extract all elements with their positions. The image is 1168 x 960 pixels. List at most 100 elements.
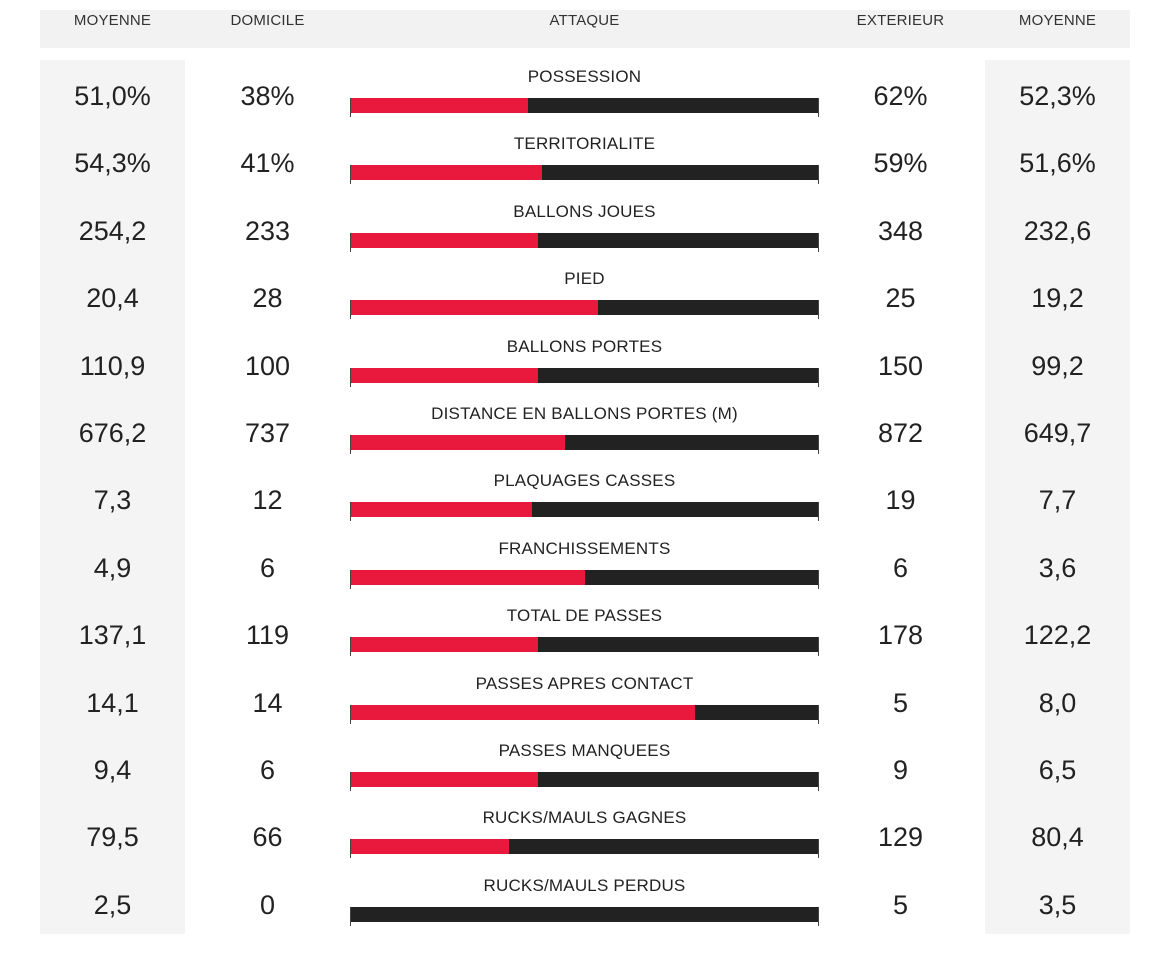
home-share-fill: [351, 300, 598, 316]
stat-home-value: 119: [245, 620, 290, 651]
bar-left-edge: [350, 772, 351, 791]
bar-right-edge: [818, 502, 819, 522]
bar-right-edge: [818, 232, 819, 252]
stat-away-value: 62%: [873, 81, 928, 111]
stat-avg-home-value: 54,3%: [74, 148, 151, 179]
stat-avg-home-value: 7,3: [93, 485, 132, 516]
comparison-bar: [351, 637, 818, 653]
stat-home-value: 14: [252, 687, 283, 718]
avg-away-column: [985, 60, 1130, 934]
stat-avg-away-value: 51,6%: [1019, 148, 1096, 179]
stat-avg-home-value: 4,9: [93, 552, 132, 583]
header-avg-home: MOYENNE: [73, 12, 152, 29]
bar-left-edge: [350, 569, 351, 589]
stat-away-value: 25: [885, 283, 916, 314]
comparison-bar: [351, 300, 818, 316]
stat-away-value: 5: [892, 889, 909, 920]
stat-home-value: 28: [252, 283, 283, 314]
stat-avg-away-value: 8,0: [1038, 687, 1077, 718]
stat-avg-away-value: 52,3%: [1019, 81, 1096, 111]
stat-home-value: 6: [259, 755, 276, 785]
comparison-bar: [351, 502, 818, 518]
bar-right-edge: [818, 704, 819, 724]
stat-away-value: 5: [892, 687, 909, 718]
home-share-fill: [351, 435, 565, 450]
stat-avg-home-value: 51,0%: [74, 81, 151, 111]
stat-label: FRANCHISSEMENTS: [498, 538, 671, 558]
bar-right-edge: [818, 435, 819, 454]
comparison-bar: [351, 704, 818, 720]
comparison-bar: [351, 98, 818, 113]
stat-label: RUCKS/MAULS GAGNES: [482, 808, 687, 828]
stat-row: 79,5 66 129 80,4 RUCKS/MAULS GAGNES: [0, 803, 1168, 870]
header-home: DOMICILE: [230, 12, 305, 29]
bar-left-edge: [350, 232, 351, 252]
stat-home-value: 41%: [240, 148, 295, 179]
bar-left-edge: [350, 98, 351, 117]
stat-away-value: 9: [892, 755, 909, 785]
stat-row: 137,1 119 178 122,2 TOTAL DE PASSES: [0, 601, 1168, 668]
stat-label: BALLONS PORTES: [506, 336, 663, 356]
comparison-bar: [351, 772, 818, 787]
stat-avg-home-value: 110,9: [79, 350, 146, 381]
bar-right-edge: [818, 772, 819, 791]
home-share-fill: [351, 569, 585, 585]
stat-away-value: 872: [877, 418, 924, 448]
stat-avg-home-value: 14,1: [86, 687, 139, 718]
home-share-fill: [351, 367, 538, 383]
stat-row: 254,2 233 348 232,6 BALLONS JOUES: [0, 197, 1168, 264]
bar-right-edge: [818, 165, 819, 185]
comparison-bar: [351, 906, 818, 922]
bar-right-edge: [818, 300, 819, 320]
stat-away-value: 129: [877, 822, 924, 853]
stat-label: PIED: [564, 269, 605, 289]
stat-away-value: 348: [877, 215, 924, 246]
home-share-fill: [351, 165, 543, 181]
stat-away-value: 178: [877, 620, 924, 651]
stat-home-value: 233: [244, 215, 291, 246]
bar-left-edge: [350, 637, 351, 657]
stat-row: 54,3% 41% 59% 51,6% TERRITORIALITE: [0, 129, 1168, 196]
bar-left-edge: [350, 906, 351, 926]
header-away: EXTERIEUR: [856, 12, 945, 29]
home-share-fill: [351, 98, 529, 113]
stat-home-value: 12: [252, 485, 283, 516]
bar-left-edge: [350, 300, 351, 320]
stat-avg-away-value: 3,5: [1038, 889, 1077, 920]
stat-avg-home-value: 20,4: [86, 283, 139, 314]
comparison-bar: [351, 839, 818, 855]
stat-avg-home-value: 79,5: [86, 822, 139, 853]
avg-home-column: [40, 60, 185, 934]
stat-row: 110,9 100 150 99,2 BALLONS PORTES: [0, 332, 1168, 399]
bar-left-edge: [350, 839, 351, 859]
bar-left-edge: [350, 435, 351, 454]
stat-avg-away-value: 122,2: [1023, 620, 1092, 651]
stat-avg-away-value: 649,7: [1023, 418, 1092, 448]
stats-header: [40, 10, 1130, 48]
stat-avg-home-value: 9,4: [93, 755, 132, 785]
comparison-bar: [351, 232, 818, 248]
stat-away-value: 19: [885, 485, 916, 516]
stat-label: PASSES MANQUEES: [498, 741, 671, 760]
stat-row: 4,9 6 6 3,6 FRANCHISSEMENTS: [0, 534, 1168, 601]
stat-label: PASSES APRES CONTACT: [475, 673, 694, 693]
bar-right-edge: [818, 637, 819, 657]
bar-right-edge: [818, 839, 819, 859]
stat-avg-away-value: 232,6: [1023, 215, 1092, 246]
bar-left-edge: [350, 704, 351, 724]
comparison-bar: [351, 569, 818, 585]
stat-row: 20,4 28 25 19,2 PIED: [0, 264, 1168, 331]
stat-label: PLAQUAGES CASSES: [493, 471, 676, 491]
stat-label: DISTANCE EN BALLONS PORTES (M): [431, 404, 738, 423]
bar-right-edge: [818, 367, 819, 387]
stat-away-value: 59%: [873, 148, 928, 179]
stat-home-value: 100: [244, 350, 291, 381]
stat-row: 676,2 737 872 649,7 DISTANCE EN BALLONS PORT…: [0, 399, 1168, 466]
stat-home-value: 66: [252, 822, 283, 853]
stat-label: RUCKS/MAULS PERDUS: [483, 875, 686, 895]
stat-avg-home-value: 254,2: [78, 215, 147, 246]
stat-avg-home-value: 2,5: [93, 889, 132, 920]
stat-away-value: 150: [877, 350, 924, 381]
bar-left-edge: [350, 165, 351, 185]
stat-away-value: 6: [892, 552, 909, 583]
